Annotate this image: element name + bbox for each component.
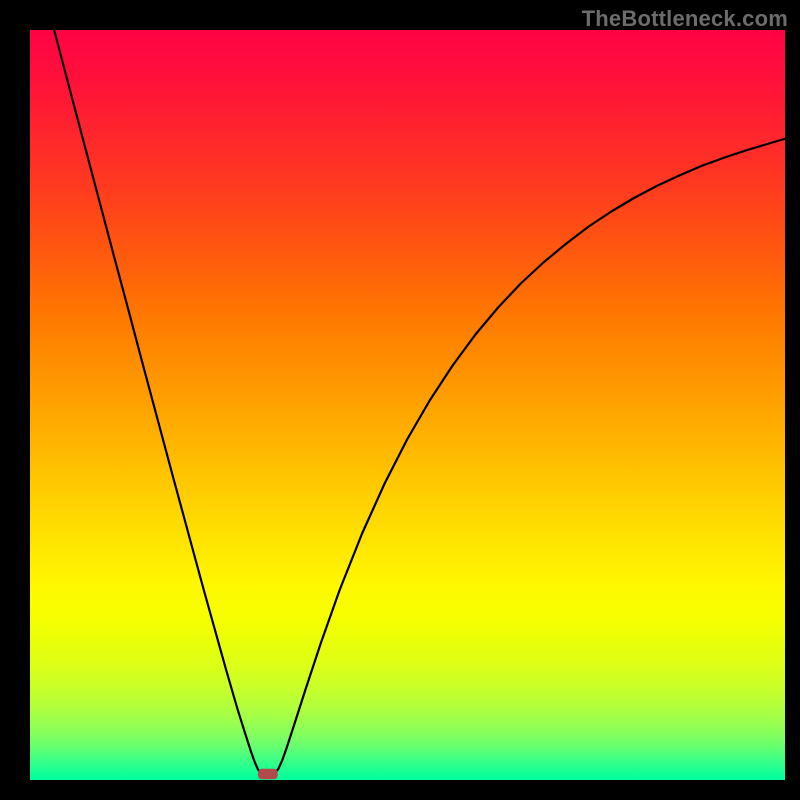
apex-marker-group	[258, 769, 278, 780]
watermark-text: TheBottleneck.com	[582, 6, 788, 32]
chart-container: TheBottleneck.com	[0, 0, 800, 800]
apex-marker	[258, 769, 278, 780]
plot-background	[30, 30, 785, 780]
plot-svg	[0, 0, 800, 800]
